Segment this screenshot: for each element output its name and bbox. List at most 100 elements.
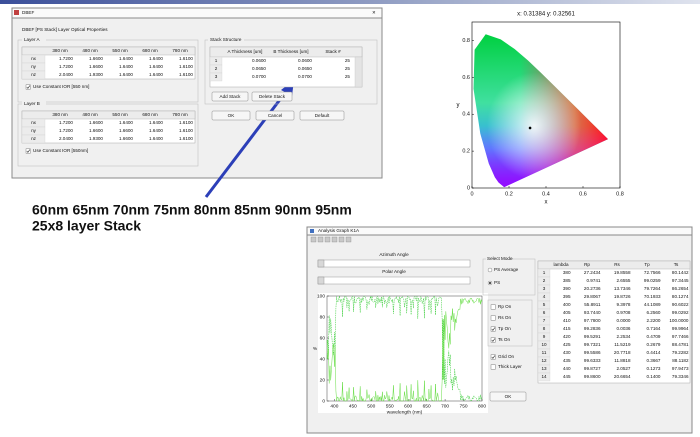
checkbox[interactable] — [490, 354, 496, 360]
cell: 1.6400 — [119, 120, 133, 125]
cell: 1.6400 — [119, 56, 133, 61]
column-header: 480 nm — [82, 48, 97, 53]
checkbox[interactable] — [490, 304, 496, 310]
row-header — [209, 72, 223, 82]
x-tick-label: 500 — [367, 403, 375, 409]
cell: 99.2836 — [584, 326, 601, 331]
ok-button[interactable] — [489, 391, 527, 402]
checkbox[interactable] — [490, 337, 496, 343]
cell: 25 — [345, 74, 351, 79]
row-index: 14 — [541, 374, 547, 379]
tool-icon[interactable] — [324, 236, 331, 243]
default-button[interactable] — [299, 110, 345, 121]
azimuth-slider[interactable] — [317, 259, 471, 268]
checkbox-label[interactable]: Use Constant IOR [550nm] — [33, 148, 88, 153]
app-icon — [310, 229, 314, 233]
cell: 0.1273 — [646, 366, 660, 371]
row-index: 7 — [543, 318, 546, 323]
cell: 99.7321 — [584, 342, 601, 347]
checkbox-label[interactable]: Thick Layer — [498, 364, 522, 369]
tool-icon[interactable] — [345, 236, 352, 243]
button-label[interactable]: Add Stack — [220, 94, 242, 99]
annotation: 60nm 65nm 70nm 75nm 80nm 85nm 90nm 95nm — [32, 202, 352, 218]
row-index: 3 — [543, 286, 546, 291]
cell: 0.9741 — [586, 278, 600, 283]
button-label[interactable]: Default — [315, 113, 330, 118]
cell: 1.6400 — [149, 128, 163, 133]
scrollbar[interactable] — [354, 56, 363, 88]
button-label[interactable]: Cancel — [268, 113, 282, 118]
cell: 99.8600 — [584, 374, 601, 379]
checkbox[interactable] — [490, 364, 496, 370]
cell: 19.8726 — [614, 294, 631, 299]
cell: 90.6022 — [672, 302, 689, 307]
cell: 72.7566 — [644, 270, 661, 275]
checkbox-label[interactable]: Tp On — [498, 326, 511, 331]
button-label[interactable]: OK — [228, 113, 236, 118]
slider-thumb[interactable] — [317, 276, 325, 285]
checkbox-label[interactable]: Rp On — [498, 304, 512, 309]
row-index: 11 — [542, 350, 547, 355]
checkbox-label[interactable]: Rs On — [498, 315, 511, 320]
delete-stack-button[interactable] — [251, 91, 293, 102]
add-stack-button[interactable] — [211, 91, 249, 102]
cancel-button[interactable] — [255, 110, 295, 121]
cell: 100.0000 — [669, 318, 689, 323]
table-header — [21, 46, 196, 56]
checkbox[interactable] — [490, 326, 496, 332]
checkbox[interactable] — [25, 84, 31, 90]
checkbox[interactable] — [25, 148, 31, 154]
cell: 20.2736 — [584, 286, 601, 291]
cell: 27.2434 — [584, 270, 601, 275]
cell: 93.7440 — [584, 310, 601, 315]
column-header: 680 nm — [142, 48, 157, 53]
radio-label[interactable]: PS Average — [494, 267, 519, 272]
tool-icon[interactable] — [317, 236, 324, 243]
cell: 2.0527 — [616, 366, 630, 371]
group-box — [17, 103, 199, 167]
cell: 1.7200 — [59, 120, 73, 125]
checkbox[interactable] — [490, 315, 496, 321]
cell: 0.0650 — [298, 66, 312, 71]
ok-button[interactable] — [211, 110, 251, 121]
slider-thumb[interactable] — [317, 259, 325, 268]
y-tick-label: 0.4 — [462, 112, 470, 118]
cell: 0.0700 — [252, 74, 266, 79]
cie-locus — [473, 34, 608, 188]
button-label[interactable]: Delete Stack — [259, 94, 286, 99]
table — [537, 260, 691, 384]
close-button[interactable]: ✕ — [372, 10, 376, 15]
cell: 445 — [563, 374, 571, 379]
group-label-bg — [486, 256, 510, 262]
cell: 80.1442 — [672, 270, 689, 275]
cell: 1.6400 — [149, 136, 163, 141]
tool-icon[interactable] — [331, 236, 338, 243]
slider-label: Azimuth Angle — [379, 252, 409, 257]
radio-label[interactable]: PS — [494, 280, 500, 285]
checkbox-label[interactable]: Use Constant IOR [550 nm] — [33, 84, 89, 89]
title-bar — [11, 7, 383, 19]
check-mark — [26, 85, 31, 89]
row-index: 13 — [541, 366, 547, 371]
cell: 385 — [563, 278, 571, 283]
checkbox-label[interactable]: Ts On — [498, 337, 510, 342]
polar-slider[interactable] — [317, 276, 471, 285]
tool-icon[interactable] — [338, 236, 345, 243]
cell: 97.9473 — [672, 366, 689, 371]
button-label[interactable]: OK — [505, 394, 513, 399]
cell: 44.1089 — [644, 302, 661, 307]
cell: 1.6600 — [119, 136, 133, 141]
row-label: ny — [31, 64, 37, 69]
table-header — [537, 260, 691, 270]
cell: 2.6555 — [616, 278, 630, 283]
transmittance-curve — [326, 297, 483, 402]
tool-icon[interactable] — [310, 236, 317, 243]
radio-button[interactable] — [487, 267, 493, 273]
column-header: lambda — [553, 262, 569, 267]
x-tick-label: 600 — [404, 403, 412, 409]
column-header: 480 nm — [82, 112, 97, 117]
cell: 0.1400 — [646, 374, 660, 379]
x-tick-label: 450 — [349, 403, 357, 409]
checkbox-label[interactable]: Grid On — [498, 354, 515, 359]
